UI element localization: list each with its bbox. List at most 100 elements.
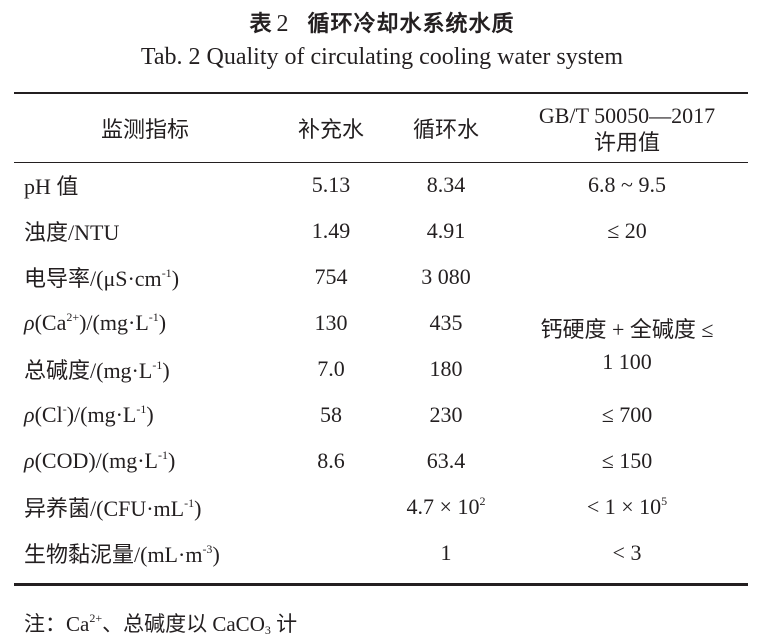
text-segment: ρ bbox=[24, 448, 35, 473]
bottom-rule bbox=[14, 583, 748, 586]
text-segment: (Cl bbox=[34, 402, 63, 427]
text-segment: 电导率/(μS·cm bbox=[24, 266, 162, 291]
table-note: 注：Ca2+、总碱度以 CaCO3 计 bbox=[24, 608, 297, 638]
circulating-water-cell: 8.34 bbox=[386, 162, 506, 208]
text-segment: -1 bbox=[161, 266, 172, 280]
text-segment: ρ bbox=[24, 402, 35, 427]
text-segment: ) bbox=[162, 358, 170, 383]
text-segment: ≤ 20 bbox=[607, 218, 647, 243]
circulating-water-cell: 1 bbox=[386, 530, 506, 576]
table-row: 总碱度/(mg·L-1) 7.0 180 bbox=[14, 346, 748, 392]
limit-cell: < 1 × 105 bbox=[506, 484, 748, 530]
header-indicator: 监测指标 bbox=[100, 116, 189, 142]
text-segment: 180 bbox=[429, 356, 463, 381]
merged-limit-cell: 钙硬度 + 全碱度 ≤ 1 100 bbox=[506, 300, 748, 392]
table-row: 浊度/NTU 1.49 4.91 ≤ 20 bbox=[14, 208, 748, 254]
limit-cell: ≤ 150 bbox=[506, 438, 748, 484]
merged-limit-line1: 钙硬度 + 全碱度 ≤ bbox=[540, 317, 714, 342]
text-segment: ) bbox=[146, 402, 154, 427]
indicator-cell: 生物黏泥量/(mL·m-3) bbox=[14, 530, 276, 576]
makeup-water-cell bbox=[276, 530, 386, 576]
text-segment: ) bbox=[167, 448, 176, 473]
header-circulating: 循环水 bbox=[412, 116, 479, 142]
limit-cell: ≤ 20 bbox=[506, 208, 748, 254]
indicator-cell: 电导率/(μS·cm-1) bbox=[14, 254, 276, 300]
text-segment: ≤ 150 bbox=[601, 448, 653, 473]
makeup-water-cell: 754 bbox=[314, 264, 348, 289]
header-rule bbox=[14, 162, 748, 163]
text-segment: 4.91 bbox=[426, 218, 466, 243]
makeup-water-cell: 5.13 bbox=[311, 172, 351, 197]
text-segment: (COD)/(mg·L bbox=[34, 448, 158, 473]
text-segment: ≤ 700 bbox=[601, 402, 653, 427]
text-segment: 5 bbox=[661, 494, 668, 508]
text-segment: -1 bbox=[152, 358, 163, 372]
makeup-water-cell: 130 bbox=[314, 310, 348, 335]
makeup-water-cell: 7.0 bbox=[317, 356, 345, 381]
header-makeup: 补充水 bbox=[297, 116, 364, 142]
text-segment: 异养菌/(CFU·mL bbox=[24, 496, 185, 521]
text-segment: 2 bbox=[479, 494, 486, 508]
text-segment: -3 bbox=[202, 542, 213, 556]
top-rule bbox=[14, 92, 748, 94]
circulating-water-cell: 4.91 bbox=[386, 208, 506, 254]
limit-cell: < 3 bbox=[506, 530, 748, 576]
text-segment: - bbox=[62, 402, 67, 416]
text-segment: 浊度/NTU bbox=[24, 220, 120, 245]
circulating-water-cell: 435 bbox=[386, 300, 506, 346]
text-segment: < 1 × 10 bbox=[586, 494, 662, 519]
text-segment: < 3 bbox=[612, 540, 642, 565]
text-segment: ρ bbox=[24, 310, 35, 335]
text-segment: ) bbox=[171, 266, 180, 291]
limit-cell: ≤ 700 bbox=[506, 392, 748, 438]
text-segment: 注：Ca bbox=[24, 612, 90, 636]
circulating-water-cell: 180 bbox=[386, 346, 506, 392]
header-limit: GB/T 50050—2017 许用值 bbox=[538, 103, 716, 155]
merged-limit-line2: 1 100 bbox=[602, 349, 652, 374]
table-row: 生物黏泥量/(mL·m-3) 1 < 3 bbox=[14, 530, 748, 576]
text-segment: -1 bbox=[184, 496, 195, 510]
text-segment: 生物黏泥量/(mL·m bbox=[24, 542, 203, 567]
indicator-cell: pH 值 bbox=[14, 162, 276, 208]
text-segment: (Ca bbox=[34, 310, 67, 335]
text-segment: 435 bbox=[429, 310, 463, 335]
text-segment: 3 bbox=[264, 623, 271, 637]
limit-cell: 6.8 ~ 9.5 bbox=[506, 162, 748, 208]
indicator-cell: 浊度/NTU bbox=[14, 208, 276, 254]
makeup-water-cell bbox=[276, 484, 386, 530]
text-segment: 3 080 bbox=[421, 264, 471, 289]
header-row: 监测指标 补充水 循环水 GB/T 50050—2017 许用值 bbox=[14, 96, 748, 162]
text-segment: 6.8 ~ 9.5 bbox=[588, 172, 666, 197]
text-segment: -1 bbox=[148, 310, 159, 324]
water-quality-table: 监测指标 补充水 循环水 GB/T 50050—2017 许用值 pH 值 5.13… bbox=[14, 96, 748, 576]
circulating-water-cell: 230 bbox=[386, 392, 506, 438]
text-segment: pH 值 bbox=[24, 174, 79, 199]
text-segment: )/(mg·L bbox=[79, 310, 149, 335]
table-row: 异养菌/(CFU·mL-1) 4.7 × 102 < 1 × 105 bbox=[14, 484, 748, 530]
text-segment: 2+ bbox=[66, 310, 80, 324]
makeup-water-cell: 8.6 bbox=[317, 448, 345, 473]
table-subtitle: Tab. 2 Quality of circulating cooling wa… bbox=[140, 44, 624, 70]
limit-cell bbox=[506, 254, 748, 300]
text-segment: 、总碱度以 CaCO bbox=[102, 612, 265, 636]
text-segment: )/(mg·L bbox=[66, 402, 137, 427]
text-segment: 8.34 bbox=[426, 172, 466, 197]
indicator-cell: ρ(Ca2+)/(mg·L-1) bbox=[14, 300, 276, 346]
circulating-water-cell: 63.4 bbox=[386, 438, 506, 484]
circulating-water-cell: 4.7 × 102 bbox=[386, 484, 506, 530]
text-segment: ) bbox=[194, 496, 202, 521]
makeup-water-cell: 58 bbox=[320, 402, 342, 427]
indicator-cell: 异养菌/(CFU·mL-1) bbox=[14, 484, 276, 530]
circulating-water-cell: 3 080 bbox=[386, 254, 506, 300]
text-segment: 230 bbox=[429, 402, 463, 427]
text-segment: 1 bbox=[440, 540, 452, 565]
table-row: ρ(COD)/(mg·L-1) 8.6 63.4 ≤ 150 bbox=[14, 438, 748, 484]
table-row: pH 值 5.13 8.34 6.8 ~ 9.5 bbox=[14, 162, 748, 208]
text-segment: ) bbox=[158, 310, 167, 335]
makeup-water-cell: 1.49 bbox=[311, 218, 351, 243]
text-segment: 总碱度/(mg·L bbox=[24, 358, 153, 383]
text-segment: 计 bbox=[270, 612, 298, 636]
table-title: 表 2 循环冷却水系统水质 bbox=[249, 11, 515, 37]
text-segment: 63.4 bbox=[426, 448, 466, 473]
indicator-cell: ρ(COD)/(mg·L-1) bbox=[14, 438, 276, 484]
